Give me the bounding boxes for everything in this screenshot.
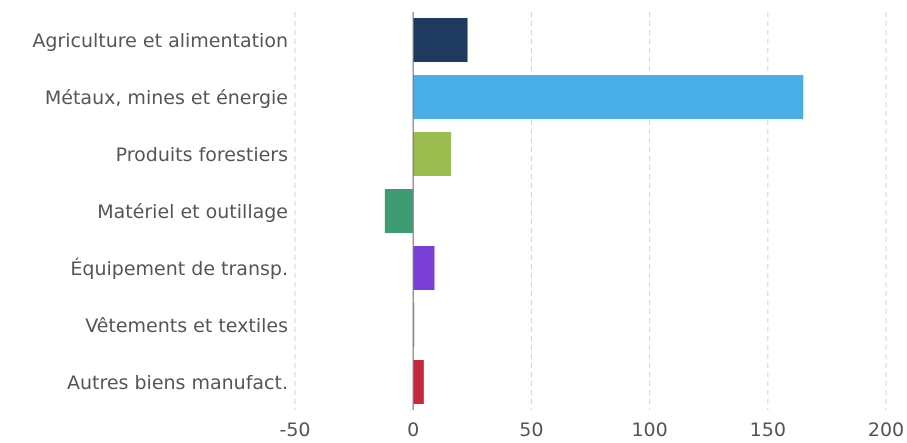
category-label: Vêtements et textiles — [85, 315, 288, 337]
category-label: Agriculture et alimentation — [32, 30, 288, 52]
x-tick-labels: -50 0 50 100 150 200 — [279, 419, 904, 441]
bar[interactable] — [413, 18, 468, 62]
category-label: Matériel et outillage — [97, 201, 288, 223]
x-tick-label: 200 — [868, 419, 904, 439]
gridlines — [294, 12, 887, 410]
bar[interactable] — [384, 189, 414, 233]
bar[interactable] — [413, 360, 424, 404]
x-tick-label: 50 — [519, 419, 543, 439]
bar[interactable] — [413, 132, 452, 176]
x-tick-label: 150 — [750, 419, 786, 439]
category-label: Autres biens manufact. — [67, 372, 288, 394]
category-label: Métaux, mines et énergie — [45, 87, 288, 109]
bars — [384, 18, 804, 404]
category-label: Équipement de transp. — [70, 257, 288, 280]
category-label: Produits forestiers — [116, 144, 288, 166]
x-tick-label: 100 — [631, 419, 667, 439]
x-tick-label: 0 — [407, 419, 419, 439]
x-tick-label: -50 — [279, 419, 310, 439]
bar[interactable] — [413, 75, 804, 119]
bar[interactable] — [413, 246, 435, 290]
category-labels: Agriculture et alimentation Métaux, mines… — [32, 30, 288, 394]
